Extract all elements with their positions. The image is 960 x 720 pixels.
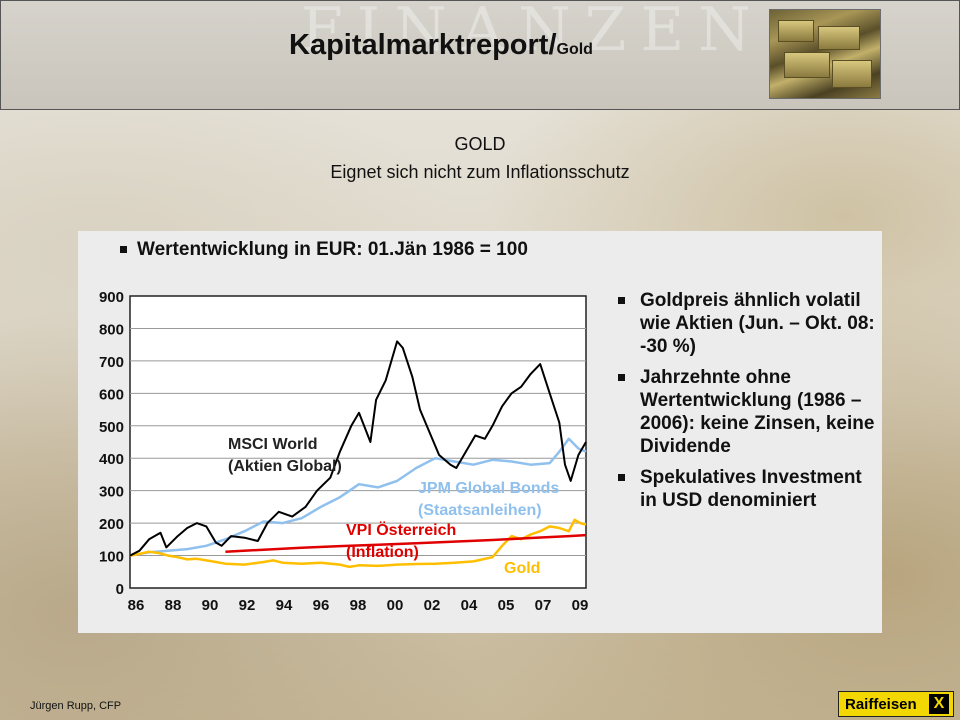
- x-tick-label: 94: [276, 597, 293, 614]
- x-tick-label: 96: [313, 597, 330, 614]
- x-tick-label: 07: [535, 597, 552, 614]
- bullet-square-icon: [120, 246, 127, 254]
- series-label-sub: (Staatsanleihen): [418, 502, 542, 519]
- y-tick-label: 400: [99, 451, 124, 468]
- chart-panel: Wertentwicklung in EUR: 01.Jän 1986 = 10…: [78, 231, 882, 633]
- chart-note: Spekulatives Investment in USD denominie…: [616, 466, 876, 512]
- x-tick-label: 86: [128, 597, 145, 614]
- series-label: Gold: [504, 560, 540, 577]
- y-tick-label: 600: [99, 386, 124, 403]
- x-tick-label: 98: [350, 597, 367, 614]
- chart-note: Goldpreis ähnlich volatil wie Aktien (Ju…: [616, 289, 876, 358]
- y-tick-label: 300: [99, 484, 124, 501]
- series-label: JPM Global Bonds: [418, 480, 559, 497]
- y-tick-label: 800: [99, 321, 124, 338]
- bullet-square-icon: [618, 297, 625, 304]
- page-title-sub: Gold: [556, 41, 593, 58]
- series-label: MSCI World: [228, 436, 317, 453]
- header-bar: FINANZEN Kapitalmarktreport/Gold: [0, 0, 960, 110]
- x-tick-label: 02: [424, 597, 441, 614]
- x-tick-label: 92: [239, 597, 256, 614]
- footer-author: Jürgen Rupp, CFP: [30, 700, 122, 712]
- chart-note-text: Jahrzehnte ohne Wertentwicklung (1986 – …: [640, 367, 875, 457]
- series-line-3: [225, 533, 587, 553]
- x-tick-label: 90: [202, 597, 219, 614]
- y-tick-label: 900: [99, 289, 124, 306]
- series-line-4: [129, 518, 587, 569]
- series-label: VPI Österreich: [346, 520, 456, 539]
- chart-title-text: Wertentwicklung in EUR: 01.Jän 1986 = 10…: [137, 239, 528, 260]
- chart-note-text: Goldpreis ähnlich volatil wie Aktien (Ju…: [640, 290, 875, 357]
- x-tick-label: 00: [387, 597, 404, 614]
- chart-title: Wertentwicklung in EUR: 01.Jän 1986 = 10…: [120, 239, 528, 261]
- x-tick-label: 05: [498, 597, 515, 614]
- page-title-main: Kapitalmarktreport/: [289, 29, 557, 61]
- page-title: Kapitalmarktreport/Gold: [289, 29, 593, 62]
- header-watermark: FINANZEN: [301, 0, 765, 65]
- y-tick-label: 100: [99, 549, 124, 566]
- x-tick-label: 04: [461, 597, 478, 614]
- series-line-1: [129, 340, 587, 557]
- series-line-2: [129, 437, 587, 557]
- logo-text: Raiffeisen: [845, 696, 917, 713]
- y-tick-label: 700: [99, 354, 124, 371]
- chart-note-text: Spekulatives Investment in USD denominie…: [640, 467, 862, 511]
- gold-bars-image: [769, 9, 881, 99]
- slide-heading: GOLD: [454, 134, 506, 154]
- chart-notes: Goldpreis ähnlich volatil wie Aktien (Ju…: [616, 289, 876, 520]
- series-label-sub: (Inflation): [346, 544, 419, 561]
- y-tick-label: 0: [116, 581, 124, 598]
- chart-note: Jahrzehnte ohne Wertentwicklung (1986 – …: [616, 366, 876, 458]
- x-tick-label: 88: [165, 597, 182, 614]
- bullet-square-icon: [618, 474, 625, 481]
- series-label-sub: (Aktien Global): [228, 458, 342, 475]
- logo-mark-icon: X: [929, 694, 949, 714]
- y-tick-label: 500: [99, 419, 124, 436]
- slide-subheading: Eignet sich nicht zum Inflationsschutz: [330, 162, 630, 182]
- line-chart: 0 100 200 300 400 500 600 700 800 900 86 88 90 92 94 96…: [99, 289, 589, 614]
- y-tick-label: 200: [99, 516, 124, 533]
- raiffeisen-logo: Raiffeisen X: [838, 691, 954, 717]
- bullet-square-icon: [618, 374, 625, 381]
- x-tick-label: 09: [572, 597, 589, 614]
